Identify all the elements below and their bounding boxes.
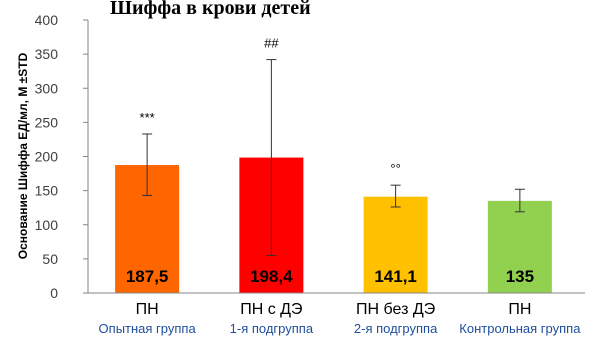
subcategory-label: Опытная группа	[99, 321, 197, 336]
y-tick-label: 200	[35, 149, 59, 165]
subcategory-label: 2-я подгруппа	[354, 321, 438, 336]
category-label: ПН	[508, 301, 531, 318]
value-label: 135	[506, 267, 534, 286]
significance-label: ##	[264, 36, 279, 51]
significance-label: ***	[140, 110, 155, 125]
y-axis: 0 50 100 150 200 250 300 350 400	[35, 12, 89, 301]
category-label: ПН	[136, 301, 159, 318]
y-tick-label: 300	[35, 80, 59, 96]
value-label: 198,4	[250, 267, 293, 286]
y-tick-label: 100	[35, 217, 59, 233]
x-axis: ПН Опытная группа ПН с ДЭ 1-я подгруппа ПН б…	[88, 292, 585, 336]
y-tick-label: 150	[35, 183, 59, 199]
y-axis-label: Основание Шиффа ЕД/мл, M ±STD	[16, 52, 30, 259]
category-label: ПН с ДЭ	[240, 301, 302, 318]
value-label: 187,5	[126, 267, 169, 286]
y-tick-label: 250	[35, 114, 59, 130]
y-tick-label: 350	[35, 46, 59, 62]
significance-label: °°	[390, 161, 400, 176]
subcategory-label: 1-я подгруппа	[230, 321, 314, 336]
y-tick-label: 400	[35, 12, 59, 28]
bars: *** 187,5 ## 198,4 °° 141,1 135	[115, 36, 552, 293]
bar	[487, 200, 552, 293]
category-label: ПН без ДЭ	[356, 301, 435, 318]
subcategory-label: Контрольная группа	[459, 321, 581, 336]
bar	[363, 196, 428, 293]
chart-title: Шиффа в крови детей	[110, 0, 311, 19]
y-tick-label: 0	[50, 285, 58, 301]
value-label: 141,1	[374, 267, 417, 286]
y-tick-label: 50	[42, 251, 58, 267]
